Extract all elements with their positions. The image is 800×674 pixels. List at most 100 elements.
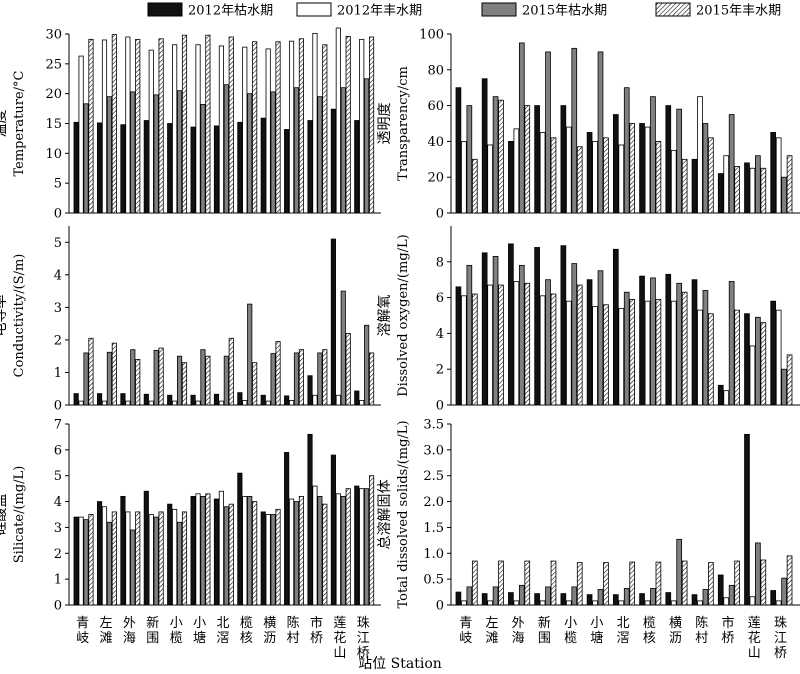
y-tick-label: 1.5 bbox=[423, 521, 444, 536]
bar bbox=[190, 394, 196, 406]
bar bbox=[359, 488, 365, 606]
bar bbox=[101, 39, 108, 214]
bar bbox=[125, 36, 131, 214]
y-axis-title-en: Total dissolved solids/(mg/L) bbox=[396, 420, 411, 608]
bar bbox=[702, 123, 709, 214]
bar bbox=[734, 166, 740, 214]
bar bbox=[665, 105, 672, 214]
bar bbox=[298, 349, 304, 406]
bar bbox=[612, 248, 619, 406]
bar bbox=[534, 593, 540, 606]
bar bbox=[96, 501, 103, 606]
bar bbox=[354, 390, 360, 406]
bar bbox=[275, 41, 281, 214]
bar bbox=[717, 574, 724, 606]
bar bbox=[153, 94, 159, 214]
bar bbox=[205, 493, 211, 606]
bar bbox=[597, 270, 604, 406]
bar-group bbox=[691, 279, 714, 406]
bar-group bbox=[665, 538, 688, 606]
bar bbox=[524, 105, 531, 214]
bar-group bbox=[143, 490, 164, 606]
bar bbox=[284, 129, 290, 214]
bar bbox=[153, 516, 159, 606]
bar-group bbox=[534, 247, 557, 406]
bar-group bbox=[190, 34, 211, 214]
bar bbox=[770, 132, 777, 214]
x-tick-label: 榄核 bbox=[240, 615, 253, 646]
bar-group bbox=[560, 562, 583, 606]
chart-panel: 0 20 40 60 80 100 透明度 Transparency/cm bbox=[377, 28, 800, 222]
bar bbox=[560, 593, 567, 606]
bar bbox=[708, 562, 714, 606]
bar bbox=[760, 559, 767, 606]
bar-group bbox=[455, 87, 478, 214]
bar-group bbox=[744, 155, 767, 214]
bar bbox=[172, 44, 178, 214]
bar-group bbox=[354, 324, 375, 406]
y-tick-label: 25 bbox=[45, 57, 62, 72]
bar-group bbox=[307, 349, 328, 406]
y-tick-label: 3.5 bbox=[423, 418, 444, 433]
bar bbox=[586, 132, 593, 214]
chart-panel: 0 0.5 1.0 1.5 2.0 2.5 3.0 3.5 总溶解固体 Total dissolv… bbox=[377, 418, 800, 661]
bar bbox=[260, 117, 266, 214]
bar bbox=[364, 488, 370, 606]
bar bbox=[242, 46, 248, 214]
bar bbox=[734, 560, 740, 606]
bar bbox=[697, 96, 703, 214]
bar bbox=[650, 96, 656, 214]
bar bbox=[322, 503, 328, 606]
bar-group bbox=[260, 508, 281, 606]
y-tick-label: 0.5 bbox=[423, 573, 444, 588]
bar bbox=[298, 38, 304, 214]
bar bbox=[623, 87, 630, 214]
y-tick-label: 30 bbox=[45, 28, 62, 43]
y-tick-label: 5 bbox=[54, 469, 62, 484]
bar bbox=[492, 586, 499, 606]
bar bbox=[265, 400, 271, 406]
bar-group bbox=[330, 27, 351, 214]
bar bbox=[670, 300, 677, 406]
bar-group bbox=[744, 433, 767, 606]
bar-group bbox=[481, 560, 504, 606]
bar bbox=[101, 400, 108, 406]
bar-group bbox=[770, 555, 793, 606]
bar bbox=[650, 277, 656, 406]
bar bbox=[781, 577, 787, 606]
bar-group bbox=[665, 105, 688, 214]
bar bbox=[369, 352, 375, 406]
bar-group bbox=[481, 252, 504, 406]
bar bbox=[655, 561, 662, 606]
bar bbox=[111, 342, 117, 406]
bar-group bbox=[639, 96, 662, 214]
bar bbox=[749, 596, 756, 606]
bar bbox=[681, 291, 688, 406]
bar bbox=[284, 395, 290, 406]
bar bbox=[612, 594, 619, 606]
bar bbox=[697, 309, 703, 406]
bar-group bbox=[284, 452, 304, 606]
bar bbox=[293, 352, 300, 406]
bar bbox=[335, 394, 341, 406]
y-axis-title-en: Silicate/(mg/L) bbox=[12, 466, 27, 564]
bar bbox=[629, 123, 636, 214]
bar bbox=[603, 137, 609, 214]
bar-group bbox=[508, 42, 531, 214]
y-tick-label: 1 bbox=[54, 366, 62, 381]
y-tick-label: 4 bbox=[54, 495, 62, 510]
bar bbox=[775, 309, 782, 406]
bar-group bbox=[665, 273, 688, 406]
bar bbox=[213, 498, 220, 606]
x-tick-label: 新围 bbox=[538, 615, 551, 646]
bar bbox=[592, 600, 598, 606]
bar bbox=[369, 36, 375, 214]
bar-group bbox=[330, 238, 351, 406]
bar bbox=[242, 495, 248, 606]
bar-group bbox=[260, 41, 281, 214]
y-axis-title-en: Transparency/cm bbox=[396, 66, 411, 181]
bar bbox=[106, 96, 112, 214]
bar bbox=[96, 393, 103, 406]
bar bbox=[576, 562, 583, 606]
